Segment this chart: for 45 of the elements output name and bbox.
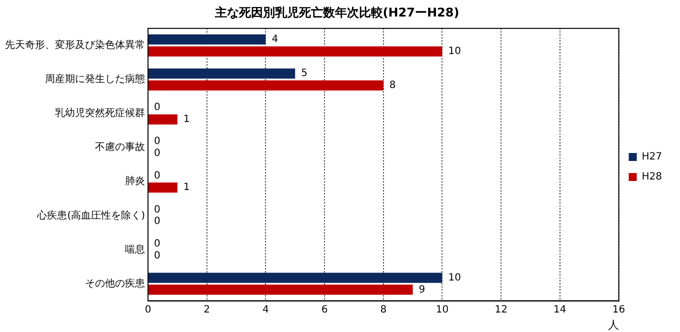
y-tick-label: 喘息 [125,243,145,256]
x-tick-label: 10 [436,304,449,316]
bar [148,284,413,295]
data-label: 10 [448,272,461,284]
y-tick-label: 不慮の事故 [95,141,145,154]
data-label: 0 [154,204,160,216]
data-label: 10 [448,46,461,57]
x-tick-label: 12 [494,304,508,316]
bar [148,272,442,283]
y-tick-label: 先天奇形、変形及び染色体異常 [5,39,145,52]
x-tick-label: 8 [380,304,387,316]
x-tick-label: 4 [262,304,269,316]
y-tick-label: 心疾患(高血圧性を除く) [36,209,146,222]
data-label: 1 [183,182,190,194]
data-label: 8 [389,80,396,92]
bar [148,34,266,45]
bar [148,46,442,56]
data-label: 4 [272,34,278,46]
x-axis-title: 人 [608,318,619,332]
data-label: 0 [154,102,160,114]
data-label: 0 [154,250,160,262]
x-tick-label: 16 [612,304,626,316]
x-tick-label: 14 [554,304,566,316]
bar [148,114,178,125]
chart-title: 主な死因別乳児死亡数年次比較(H27ーH28) [214,5,460,20]
x-tick-label: 6 [321,304,328,316]
data-label: 5 [301,68,308,80]
bar [148,68,296,79]
x-tick-label: 0 [144,304,152,316]
y-tick-label: 乳幼児突然死症候群 [55,107,145,120]
legend-label: H27 [642,152,662,163]
data-label: 1 [183,114,190,126]
bar [148,182,178,193]
y-tick-label: その他の疾患 [85,277,145,290]
y-tick-label: 周産期に発生した病態 [45,73,145,86]
x-tick-label: 2 [204,304,210,316]
data-label: 0 [154,216,160,228]
data-label: 0 [154,238,160,250]
data-label: 0 [154,148,160,160]
legend-label: H28 [642,172,662,183]
y-tick-label: 肺炎 [125,175,145,188]
data-label: 9 [418,284,426,296]
bar [148,80,384,90]
data-label: 0 [154,136,160,148]
data-label: 0 [154,170,160,182]
